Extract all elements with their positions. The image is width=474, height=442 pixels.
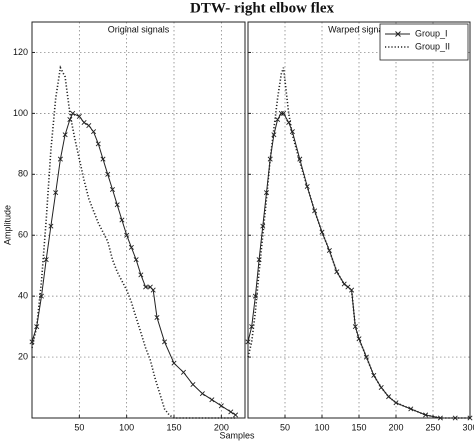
- data-marker: [363, 354, 369, 360]
- panel-title: Original signals: [108, 24, 170, 34]
- y-tick-label: 100: [13, 108, 28, 118]
- data-marker: [62, 132, 68, 138]
- legend-marker: [395, 31, 401, 37]
- data-marker: [38, 293, 44, 299]
- data-marker: [209, 397, 215, 403]
- x-tick-label: 250: [425, 422, 440, 432]
- data-marker: [43, 257, 49, 263]
- data-marker: [76, 113, 82, 119]
- data-marker: [260, 223, 266, 229]
- data-marker: [128, 244, 134, 250]
- data-marker: [86, 123, 92, 129]
- data-marker: [171, 360, 177, 366]
- series-line: [247, 67, 470, 419]
- data-marker: [124, 232, 130, 238]
- x-tick-label: 150: [351, 422, 366, 432]
- data-marker: [34, 324, 40, 330]
- data-marker: [154, 314, 160, 320]
- data-marker: [218, 403, 224, 409]
- data-marker: [228, 409, 234, 415]
- legend-label: Group_II: [415, 41, 450, 51]
- y-axis-label: Amplitude: [2, 205, 12, 245]
- data-marker: [275, 116, 281, 122]
- data-marker: [199, 391, 205, 397]
- x-tick-label: 50: [74, 422, 84, 432]
- data-marker: [138, 272, 144, 278]
- data-marker: [278, 110, 284, 116]
- data-marker: [81, 120, 87, 126]
- data-marker: [119, 217, 125, 223]
- panel-title: Warped signals: [328, 24, 390, 34]
- y-tick-label: 40: [18, 291, 28, 301]
- legend-box: [379, 23, 469, 61]
- x-tick-label: 100: [119, 422, 134, 432]
- chart-title: DTW- right elbow flex: [190, 0, 335, 16]
- x-tick-label: 300: [462, 422, 474, 432]
- plot-frame: [31, 21, 246, 419]
- x-tick-label: 50: [280, 422, 290, 432]
- x-tick-label: 100: [314, 422, 329, 432]
- x-axis-label: Samples: [219, 430, 255, 440]
- data-marker: [53, 190, 59, 196]
- y-tick-label: 80: [18, 169, 28, 179]
- y-tick-label: 60: [18, 230, 28, 240]
- data-marker: [143, 284, 149, 290]
- data-marker: [289, 129, 295, 135]
- data-marker: [95, 141, 101, 147]
- data-marker: [48, 223, 54, 229]
- data-marker: [114, 202, 120, 208]
- data-marker: [180, 369, 186, 375]
- data-marker: [133, 257, 139, 263]
- data-marker: [150, 287, 156, 293]
- data-marker: [162, 339, 168, 345]
- series-line: [31, 65, 236, 419]
- data-marker: [233, 412, 239, 418]
- x-tick-label: 200: [214, 422, 229, 432]
- y-tick-label: 20: [18, 351, 28, 361]
- legend-label: Group_I: [415, 28, 448, 38]
- data-marker: [70, 110, 76, 116]
- data-marker: [57, 156, 63, 162]
- data-marker: [105, 171, 111, 177]
- data-marker: [109, 187, 115, 193]
- data-marker: [252, 293, 258, 299]
- x-tick-label: 200: [388, 422, 403, 432]
- x-tick-label: 150: [166, 422, 181, 432]
- y-tick-label: 120: [13, 47, 28, 57]
- data-marker: [190, 381, 196, 388]
- data-marker: [100, 156, 106, 162]
- data-marker: [423, 412, 429, 418]
- data-marker: [281, 110, 287, 116]
- data-marker: [91, 129, 97, 135]
- plot-frame: [247, 21, 471, 419]
